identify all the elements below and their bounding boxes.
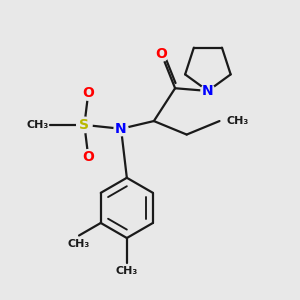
Text: O: O xyxy=(82,150,94,164)
Text: CH₃: CH₃ xyxy=(26,120,49,130)
Text: CH₃: CH₃ xyxy=(68,238,90,249)
Circle shape xyxy=(154,47,169,61)
Text: S: S xyxy=(80,118,89,132)
Circle shape xyxy=(201,84,215,98)
Text: CH₃: CH₃ xyxy=(226,116,249,126)
Text: CH₃: CH₃ xyxy=(116,266,138,276)
Text: N: N xyxy=(115,122,127,136)
Circle shape xyxy=(81,86,95,100)
Circle shape xyxy=(81,150,95,164)
Circle shape xyxy=(77,117,92,133)
Text: O: O xyxy=(156,47,167,61)
Circle shape xyxy=(114,122,128,136)
Text: N: N xyxy=(202,84,214,98)
Text: O: O xyxy=(82,86,94,100)
